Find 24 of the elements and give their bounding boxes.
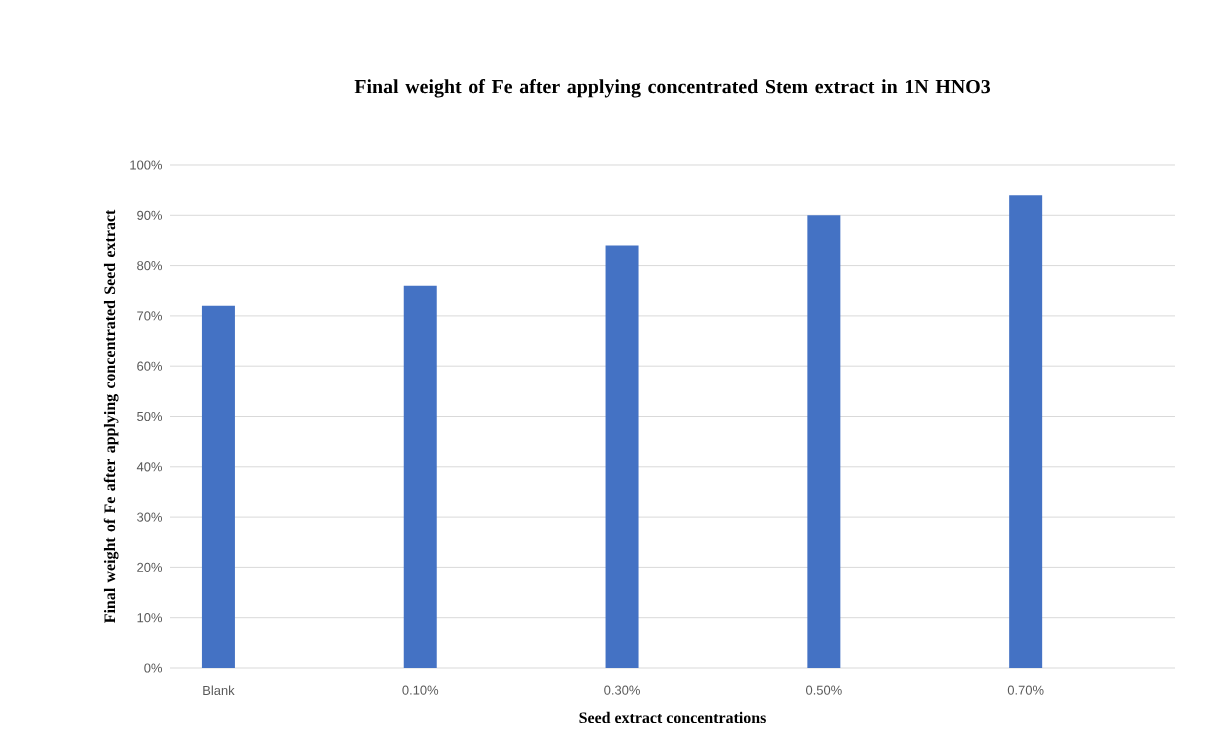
x-tick-label: 0.30%: [604, 685, 640, 695]
x-tick-label: 0.50%: [805, 685, 842, 695]
y-tick-label: 30%: [137, 512, 163, 522]
bar: [201, 305, 235, 668]
x-axis-title: Seed extract concentrations: [579, 711, 766, 724]
y-tick-label: 60%: [137, 361, 163, 371]
y-tick-label: 70%: [137, 311, 163, 321]
bar: [807, 215, 841, 668]
chart-title: Final weight of Fe after applying concentrated Stem extract in 1N HNO3: [354, 79, 991, 98]
y-tick-label: 100%: [130, 160, 163, 170]
bar: [403, 285, 437, 668]
y-tick-label: 80%: [137, 261, 163, 271]
y-tick-label: 20%: [137, 562, 163, 572]
bar: [1009, 195, 1043, 668]
y-tick-label: 10%: [137, 613, 163, 623]
y-tick-label: 40%: [136, 462, 163, 472]
y-tick-label: 0%: [144, 663, 163, 673]
bar: [605, 245, 639, 668]
y-tick-label: 90%: [137, 210, 163, 220]
y-axis-title: Final weight of Fe after applying concentrated Seed extract: [103, 209, 119, 623]
x-tick-label: Blank: [203, 685, 235, 696]
x-tick-label: 0.70%: [1007, 685, 1044, 695]
x-tick-label: 0.10%: [402, 685, 439, 695]
y-tick-label: 50%: [137, 411, 163, 422]
